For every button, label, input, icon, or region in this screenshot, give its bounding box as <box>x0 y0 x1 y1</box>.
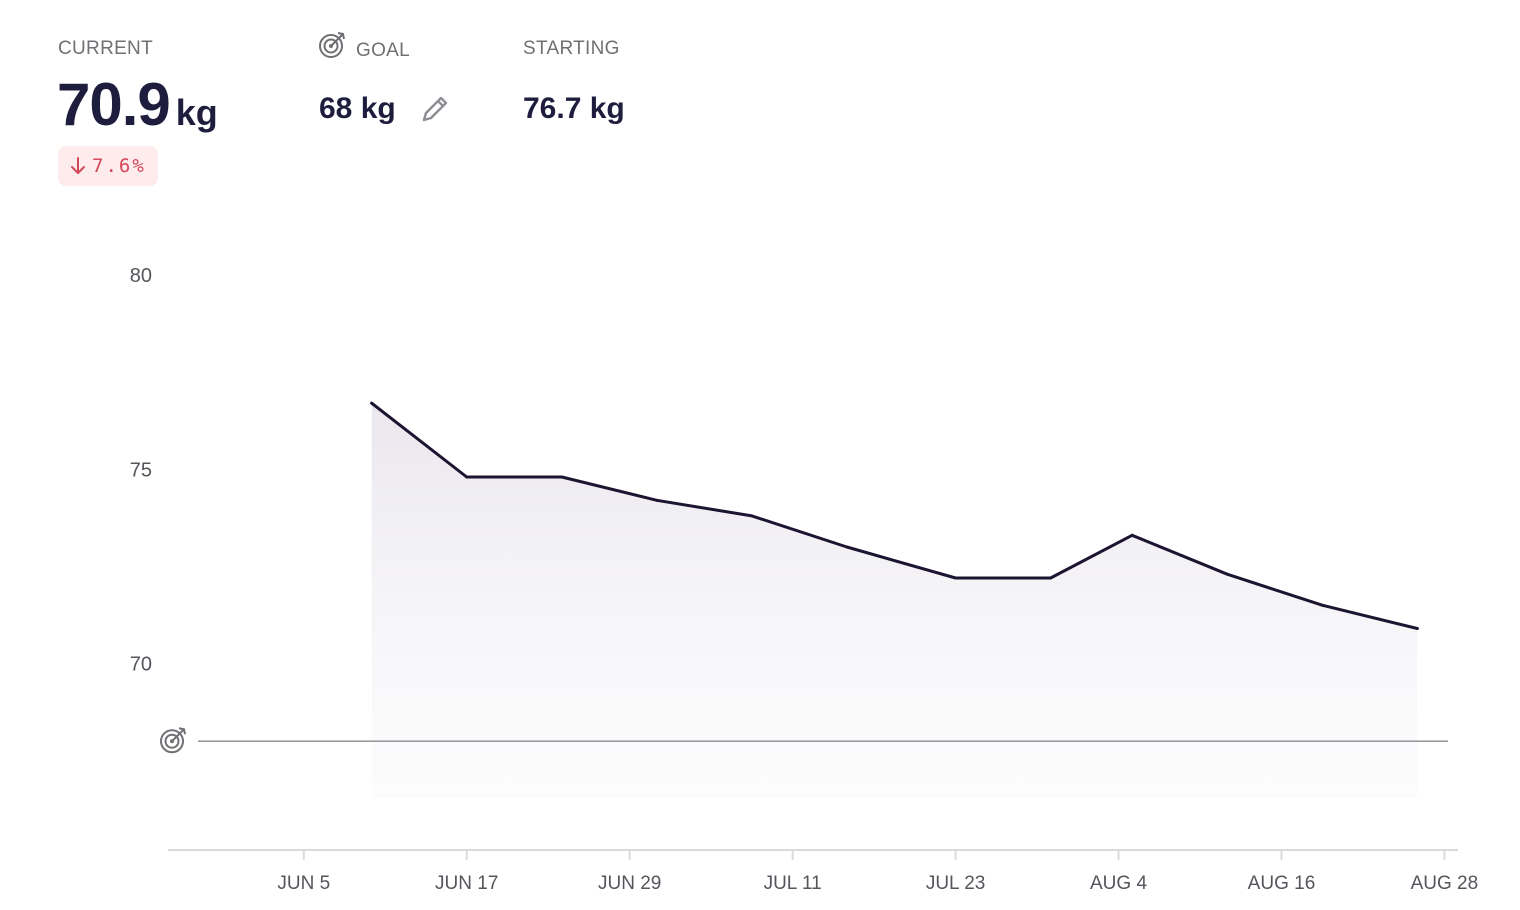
x-tick-label: JUN 17 <box>435 873 498 894</box>
data-point <box>1225 572 1229 576</box>
x-tick-label: AUG 4 <box>1090 873 1147 894</box>
x-tick-label: JUL 11 <box>764 873 822 894</box>
target-ring-inner <box>164 733 180 749</box>
data-point <box>1130 533 1134 537</box>
current-label: CURRENT <box>58 38 153 60</box>
goal-label-text: GOAL <box>356 40 410 61</box>
starting-label-text: STARTING <box>523 38 620 59</box>
data-point <box>1415 627 1419 631</box>
y-tick-label: 80 <box>130 265 152 287</box>
edit-goal-button[interactable] <box>418 92 452 126</box>
pencil-icon <box>422 96 447 122</box>
current-label-text: CURRENT <box>58 38 153 59</box>
current-weight-value: 70.9 <box>57 71 171 138</box>
data-point <box>954 576 958 580</box>
x-axis: JUN 5 JUN 17 JUN 29 JUL 11 JUL 23 AUG 4 AUG 16… <box>277 850 1478 894</box>
x-tick-label: JUN 29 <box>598 873 661 894</box>
data-point <box>465 475 469 479</box>
data-point <box>1049 576 1053 580</box>
y-tick-label: 70 <box>130 654 152 676</box>
weight-points <box>370 401 1419 631</box>
y-tick-label: 75 <box>130 459 152 481</box>
target-ring-outer <box>160 729 184 754</box>
change-value: 7.6% <box>92 155 146 177</box>
weight-area <box>371 403 1418 798</box>
target-arrow <box>171 728 185 742</box>
x-tick-label: AUG 28 <box>1411 873 1479 894</box>
goal-label: GOAL <box>318 28 410 62</box>
x-tick-label: AUG 16 <box>1248 873 1316 894</box>
x-tick-label: JUN 5 <box>277 873 330 894</box>
target-arrow-head <box>178 727 186 735</box>
data-point <box>560 475 564 479</box>
target-icon <box>319 32 345 58</box>
goal-weight-value: 68 kg <box>319 92 396 125</box>
data-point <box>370 401 374 405</box>
goal-line-target-icon <box>160 727 186 754</box>
data-point <box>655 498 659 502</box>
change-badge: 7.6% <box>58 146 158 186</box>
arrow-down-icon <box>71 157 85 174</box>
data-point <box>1320 603 1324 607</box>
y-axis: 80 75 70 <box>130 265 152 676</box>
data-point <box>845 545 849 549</box>
goal-weight: 68 kg <box>319 92 452 126</box>
starting-weight: 76.7 kg <box>523 92 625 126</box>
x-tick-label: JUL 23 <box>926 873 986 894</box>
starting-weight-value: 76.7 kg <box>523 92 625 125</box>
weight-line <box>370 401 1419 630</box>
current-weight-unit: kg <box>175 92 218 133</box>
current-weight: 70.9 kg <box>57 70 218 139</box>
starting-label: STARTING <box>523 38 620 60</box>
data-point <box>750 514 754 518</box>
